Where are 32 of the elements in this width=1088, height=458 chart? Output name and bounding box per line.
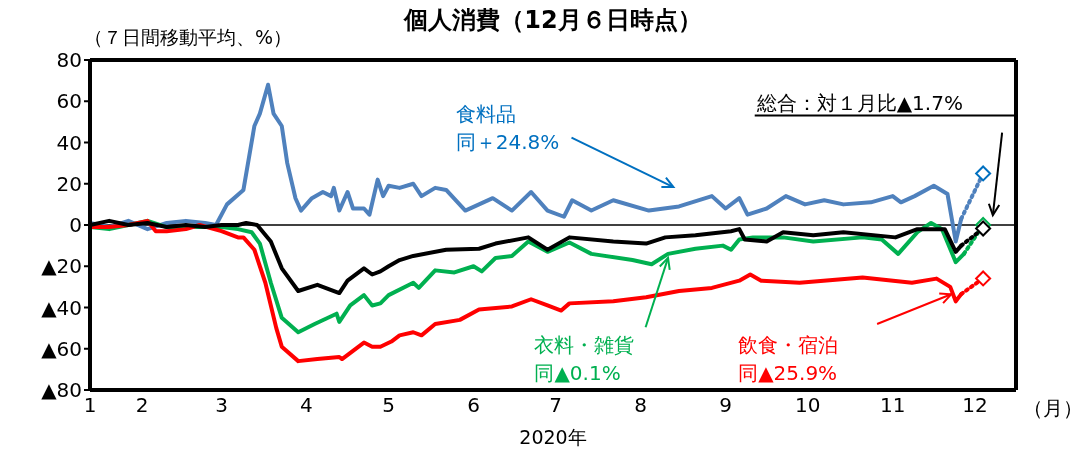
annotation: 同＋24.8% [455,130,560,155]
annotation: 飲食・宿泊 [738,333,839,358]
x-tick-label: 7 [549,393,563,418]
chart-title: 個人消費（12月６日時点） [403,6,702,34]
y-tick-label: 80 [56,48,82,73]
y-tick-label: ▲60 [41,336,82,361]
annotation: 衣料・雑貨 [534,333,635,358]
x-tick-label: 1 [83,393,97,418]
y-tick-label: 60 [56,89,82,114]
y-axis-title: （７日間移動平均、%） [84,26,293,48]
text: （月） [1023,395,1084,420]
x-tick-label: 11 [879,393,906,418]
x-tick-label: 12 [962,393,988,418]
annotation: 同▲0.1% [534,361,621,386]
x-tick-label: 5 [382,393,395,418]
x-tick-label: 3 [215,393,228,418]
y-tick-label: ▲80 [41,378,82,403]
y-tick-label: ▲20 [41,254,82,279]
x-tick-label: 6 [467,393,480,418]
y-tick-label: 0 [69,213,82,238]
x-axis-title: 2020年 [519,426,587,448]
annotation: 同▲25.9% [738,361,838,386]
y-tick-label: 40 [56,130,82,155]
annotation: 総合：対１月比▲1.7% [755,90,963,115]
x-tick-label: 2 [135,393,149,418]
y-tick-label: 20 [56,171,82,196]
x-tick-label: 8 [634,393,648,418]
x-tick-label: 10 [795,393,821,418]
x-tick-label: 9 [719,393,732,418]
x-tick-label: 4 [300,393,313,418]
annotation: 食料品 [455,102,516,127]
y-tick-label: ▲40 [41,295,82,320]
